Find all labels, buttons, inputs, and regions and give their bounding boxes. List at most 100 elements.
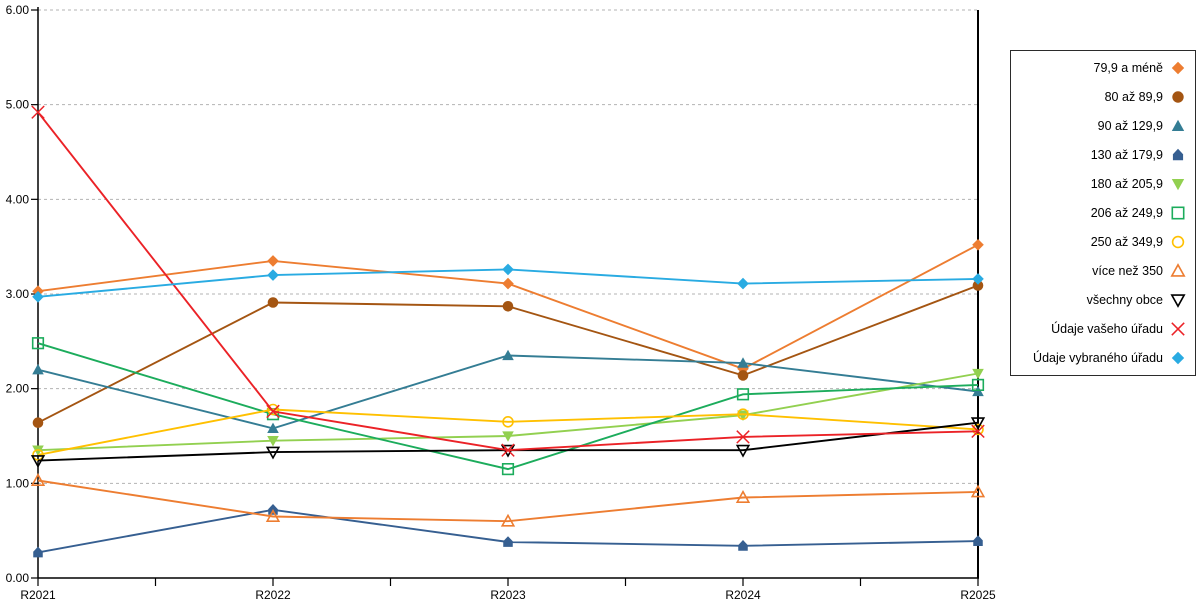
- marker-triangle-up-open: [265, 509, 281, 522]
- marker-triangle-up-filled: [32, 363, 44, 375]
- marker-diamond-filled: [502, 277, 514, 290]
- marker-square-open: [501, 463, 515, 476]
- data-point: [267, 436, 279, 447]
- legend-marker-diamond-filled: [1171, 62, 1185, 75]
- marker-x: [1171, 321, 1185, 336]
- data-point: [267, 297, 279, 308]
- legend-marker-x: [1171, 321, 1185, 336]
- data-point: [33, 546, 43, 558]
- marker-house-filled: [503, 536, 513, 547]
- legend-marker-triangle-down-filled: [1171, 179, 1185, 191]
- legend-marker-triangle-up-filled: [1171, 120, 1185, 132]
- marker-circle-open: [502, 415, 514, 428]
- data-point: [267, 255, 279, 267]
- series-line: [37, 408, 979, 456]
- legend-item: 206 až 249,9: [1011, 199, 1195, 227]
- marker-triangle-up-filled: [1171, 120, 1185, 132]
- marker-diamond-filled: [502, 263, 514, 276]
- marker-diamond-filled: [32, 291, 44, 303]
- marker-circle-filled: [502, 301, 514, 312]
- legend-marker-diamond-filled: [1171, 351, 1185, 364]
- data-point: [972, 280, 984, 291]
- series-130-a-179-9: [33, 504, 983, 558]
- x-tick-label: R2024: [725, 588, 761, 600]
- legend-marker-square-open: [1171, 206, 1185, 220]
- legend-label: Údaje vašeho úřadu: [1051, 321, 1163, 336]
- data-point: [267, 269, 279, 281]
- legend-marker-triangle-down-open: [1170, 293, 1186, 308]
- x-tick-label: R2023: [490, 588, 526, 600]
- marker-diamond-filled: [1171, 351, 1185, 364]
- marker-triangle-down-open: [1170, 293, 1186, 308]
- data-point: [503, 536, 513, 547]
- legend-label: 80 až 89,9: [1104, 90, 1163, 105]
- data-point: [267, 422, 279, 434]
- legend-marker-circle-open: [1171, 235, 1185, 249]
- marker-triangle-down-open: [970, 417, 986, 431]
- data-point: [735, 490, 751, 503]
- data-point: [501, 463, 515, 476]
- y-tick-label: 2.00: [6, 382, 30, 396]
- marker-house-filled: [33, 546, 43, 558]
- marker-square-open: [31, 337, 45, 350]
- marker-house-filled: [1172, 148, 1184, 161]
- marker-triangle-down-filled: [267, 436, 279, 447]
- marker-circle-filled: [267, 297, 279, 308]
- data-point: [971, 424, 985, 439]
- marker-circle-filled: [1172, 91, 1184, 104]
- data-point: [736, 388, 750, 401]
- legend-item: 80 až 89,9: [1011, 83, 1195, 111]
- marker-circle-open: [972, 423, 984, 436]
- legend-item: více než 350: [1011, 257, 1195, 285]
- legend-marker-circle-filled: [1172, 91, 1184, 104]
- legend-item: Údaje vybraného úřadu: [1011, 344, 1195, 372]
- marker-circle-filled: [972, 280, 984, 291]
- marker-square-open: [736, 388, 750, 401]
- data-point: [502, 431, 514, 442]
- data-point: [972, 423, 984, 436]
- series-v-echny-obce: [30, 417, 986, 469]
- data-point: [502, 301, 514, 312]
- series-80-a-89-9: [32, 280, 984, 428]
- legend-label: více než 350: [1092, 263, 1163, 278]
- data-point: [30, 455, 46, 469]
- marker-diamond-filled: [1171, 62, 1185, 75]
- y-tick-label: 5.00: [6, 98, 30, 112]
- legend-label: 130 až 179,9: [1090, 148, 1163, 163]
- marker-diamond-filled: [737, 277, 749, 290]
- marker-x: [31, 105, 45, 119]
- marker-triangle-up-open: [970, 484, 986, 498]
- x-tick-label: R2022: [255, 588, 291, 600]
- data-point: [31, 105, 45, 119]
- legend-item: 250 až 349,9: [1011, 228, 1195, 256]
- series-line: [37, 342, 979, 471]
- x-tick-label: R2025: [960, 588, 996, 600]
- marker-triangle-up-filled: [502, 349, 514, 361]
- data-point: [500, 513, 516, 527]
- marker-triangle-down-filled: [502, 431, 514, 442]
- legend-item: 79,9 a méně: [1011, 54, 1195, 82]
- marker-triangle-down-open: [265, 446, 281, 460]
- x-tick-label: R2021: [20, 588, 56, 600]
- marker-diamond-filled: [267, 255, 279, 267]
- data-point: [737, 410, 749, 421]
- y-tick-label: 1.00: [6, 476, 30, 490]
- data-point: [735, 444, 751, 458]
- marker-square-open: [1171, 206, 1185, 220]
- data-point: [265, 509, 281, 522]
- marker-circle-open: [267, 403, 279, 416]
- data-point: [31, 337, 45, 350]
- data-point: [267, 403, 279, 416]
- legend-item: 180 až 205,9: [1011, 170, 1195, 198]
- marker-circle-open: [1171, 235, 1185, 249]
- legend-item: 130 až 179,9: [1011, 141, 1195, 169]
- legend-label: Údaje vybraného úřadu: [1033, 350, 1163, 365]
- marker-circle-open: [737, 408, 749, 421]
- marker-diamond-filled: [972, 239, 984, 251]
- marker-triangle-down-open: [735, 444, 751, 458]
- legend-marker-triangle-up-open: [1170, 262, 1186, 277]
- marker-house-filled: [973, 535, 983, 547]
- data-point: [502, 277, 514, 290]
- y-tick-label: 4.00: [6, 192, 30, 206]
